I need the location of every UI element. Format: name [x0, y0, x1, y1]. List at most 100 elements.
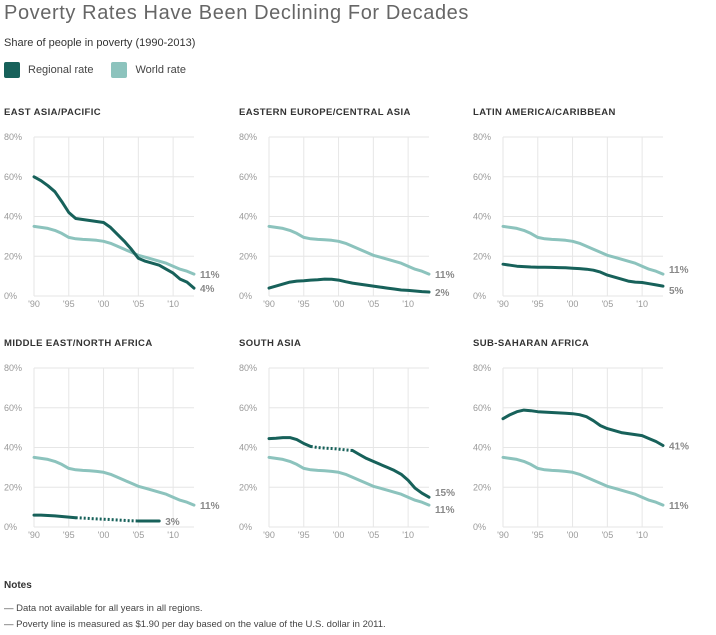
y-tick-label: 20%: [4, 482, 22, 492]
regional-rate-line: [310, 445, 353, 452]
y-tick-label: 60%: [473, 403, 491, 413]
y-tick-label: 0%: [239, 522, 252, 532]
world-rate-line: [32, 455, 196, 507]
x-tick-label: '00: [567, 530, 579, 540]
x-tick-label: '10: [167, 530, 179, 540]
notes: Notes — Data not available for all years…: [4, 580, 386, 635]
y-tick-label: 0%: [4, 522, 17, 532]
chart-title: MIDDLE EAST/NORTH AFRICA: [4, 338, 153, 349]
chart-title: SOUTH ASIA: [239, 338, 301, 349]
y-tick-label: 80%: [4, 132, 22, 142]
y-tick-label: 20%: [4, 251, 22, 261]
x-tick-label: '95: [532, 299, 544, 309]
y-tick-label: 60%: [4, 172, 22, 182]
regional-end-label: 2%: [435, 288, 450, 299]
x-tick-label: '05: [132, 299, 144, 309]
regional-rate-line: [501, 408, 665, 447]
x-tick-label: '90: [497, 530, 509, 540]
x-tick-label: '05: [367, 299, 379, 309]
world-rate-line: [501, 224, 665, 276]
x-tick-label: '95: [532, 530, 544, 540]
y-tick-label: 40%: [239, 443, 257, 453]
note-line: — Poverty line is measured as $1.90 per …: [4, 619, 386, 630]
regional-end-label: 3%: [165, 517, 180, 528]
chart-title: EAST ASIA/PACIFIC: [4, 107, 101, 118]
chart-panel: LATIN AMERICA/CARIBBEAN 0% 20% 40% 60% 80% '90…: [473, 107, 689, 309]
y-tick-label: 40%: [473, 212, 491, 222]
world-end-label: 11%: [669, 501, 689, 512]
x-tick-label: '90: [28, 530, 40, 540]
x-tick-label: '95: [298, 530, 310, 540]
x-tick-label: '10: [402, 299, 414, 309]
y-tick-label: 80%: [239, 363, 257, 373]
x-tick-label: '10: [167, 299, 179, 309]
world-end-label: 11%: [669, 265, 689, 276]
legend-swatch-world: [111, 62, 128, 78]
y-tick-label: 0%: [473, 522, 486, 532]
x-tick-label: '95: [298, 299, 310, 309]
regional-end-label: 15%: [435, 488, 455, 499]
chart-panel: SUB-SAHARAN AFRICA 0% 20% 40% 60% 80% '90 '95 '0…: [473, 338, 689, 540]
x-tick-label: '10: [402, 530, 414, 540]
world-rate-line: [501, 455, 665, 507]
y-tick-label: 40%: [4, 443, 22, 453]
y-tick-label: 40%: [473, 443, 491, 453]
x-tick-label: '00: [333, 530, 345, 540]
regional-rate-line: [267, 436, 313, 448]
legend-item-world: World rate: [111, 62, 186, 78]
x-tick-label: '95: [63, 299, 75, 309]
x-tick-label: '90: [263, 299, 275, 309]
chart-title: SUB-SAHARAN AFRICA: [473, 338, 589, 349]
page-title: Poverty Rates Have Been Declining For De…: [4, 2, 469, 24]
regional-rate-line: [75, 516, 139, 523]
chart-panel: EASTERN EUROPE/CENTRAL ASIA 0% 20% 40% 60% 80…: [239, 107, 455, 309]
y-tick-label: 60%: [239, 172, 257, 182]
y-tick-label: 0%: [239, 291, 252, 301]
legend: Regional rate World rate: [4, 62, 204, 78]
regional-rate-line: [351, 449, 431, 499]
chart-title: LATIN AMERICA/CARIBBEAN: [473, 107, 616, 118]
chart-panel: SOUTH ASIA 0% 20% 40% 60% 80% '90 '95 '00 '05 '10 1…: [239, 338, 455, 540]
y-tick-label: 40%: [4, 212, 22, 222]
legend-label-regional: Regional rate: [28, 64, 94, 76]
world-end-label: 11%: [200, 270, 220, 281]
y-tick-label: 20%: [239, 251, 257, 261]
small-multiples-charts: EAST ASIA/PACIFIC 0% 20% 40% 60% 80% '90 '95 '00…: [4, 107, 689, 540]
y-tick-label: 80%: [239, 132, 257, 142]
legend-label-world: World rate: [135, 64, 186, 76]
x-tick-label: '90: [28, 299, 40, 309]
y-tick-label: 20%: [239, 482, 257, 492]
x-tick-label: '00: [98, 530, 110, 540]
world-rate-line: [32, 224, 196, 276]
x-tick-label: '90: [263, 530, 275, 540]
y-tick-label: 60%: [4, 403, 22, 413]
x-tick-label: '05: [367, 530, 379, 540]
chart-panel: EAST ASIA/PACIFIC 0% 20% 40% 60% 80% '90 '95 '00…: [4, 107, 220, 309]
x-tick-label: '00: [98, 299, 110, 309]
y-tick-label: 80%: [473, 363, 491, 373]
y-tick-label: 0%: [473, 291, 486, 301]
y-tick-label: 60%: [473, 172, 491, 182]
x-tick-label: '90: [497, 299, 509, 309]
x-tick-label: '05: [601, 530, 613, 540]
y-tick-label: 80%: [4, 363, 22, 373]
x-tick-label: '00: [333, 299, 345, 309]
chart-title: EASTERN EUROPE/CENTRAL ASIA: [239, 107, 411, 118]
note-line: — Data not available for all years in al…: [4, 603, 203, 614]
regional-end-label: 5%: [669, 286, 684, 297]
regional-rate-line: [501, 262, 665, 288]
y-tick-label: 80%: [473, 132, 491, 142]
x-tick-label: '10: [636, 530, 648, 540]
x-tick-label: '05: [132, 530, 144, 540]
page-subtitle: Share of people in poverty (1990-2013): [4, 37, 196, 49]
regional-end-label: 41%: [669, 442, 689, 453]
world-rate-line: [267, 224, 431, 276]
legend-swatch-regional: [4, 62, 20, 78]
y-tick-label: 20%: [473, 482, 491, 492]
notes-heading: Notes: [4, 580, 32, 591]
world-end-label: 11%: [435, 505, 455, 516]
regional-end-label: 4%: [200, 284, 215, 295]
y-tick-label: 20%: [473, 251, 491, 261]
y-tick-label: 60%: [239, 403, 257, 413]
y-tick-label: 40%: [239, 212, 257, 222]
